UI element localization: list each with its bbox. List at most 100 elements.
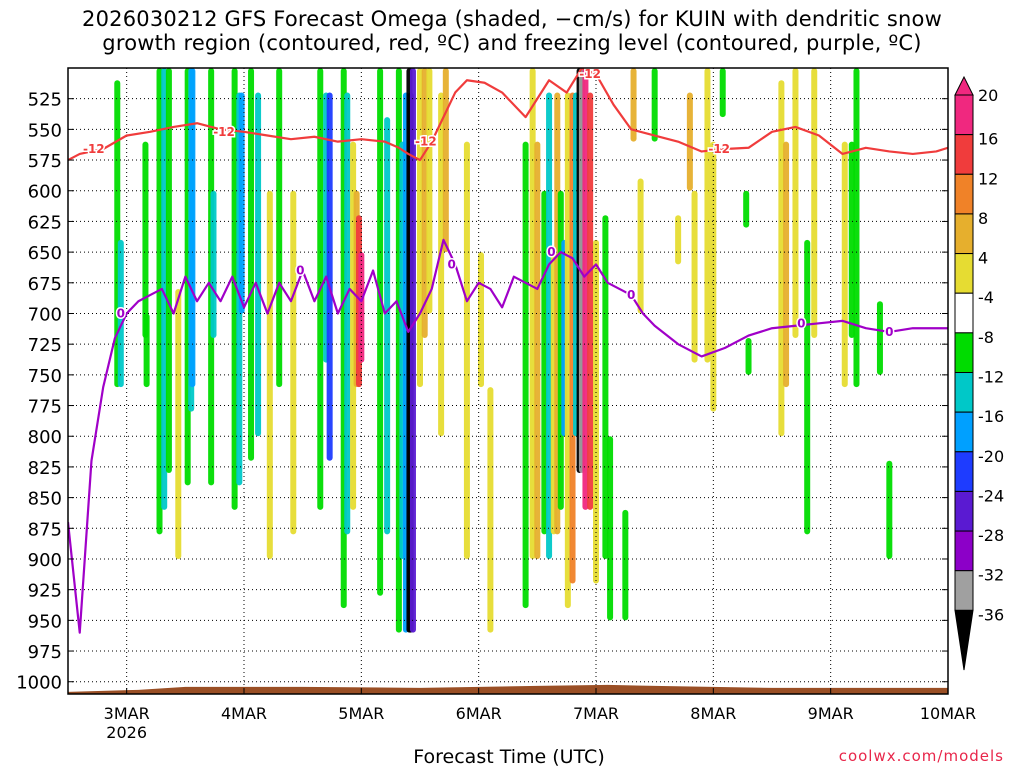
dgz-contour-label: -12 <box>415 135 437 149</box>
y-tick-label: 975 <box>28 642 62 663</box>
omega-shade-neg_8-2 <box>142 141 149 339</box>
y-tick-label: 950 <box>28 611 62 632</box>
omega-shade-neg_24-37 <box>409 68 416 633</box>
x-tick-label: 9MAR <box>808 704 854 723</box>
y-tick-label: 800 <box>28 427 62 448</box>
colorbar-tick-label: -12 <box>978 367 1004 386</box>
freezing-contour-label: 0 <box>627 288 635 302</box>
freezing-contour-label: 0 <box>797 316 805 330</box>
y-tick-label: 775 <box>28 397 62 418</box>
freezing-level-contour <box>68 238 948 634</box>
omega-shade-pos_4-62 <box>593 239 599 584</box>
terrain-fill <box>68 684 948 694</box>
x-axis-title: Forecast Time (UTC) <box>413 746 605 768</box>
omega-shade-neg_8-84 <box>853 68 860 388</box>
omega-shade-neg_8-65 <box>622 509 629 621</box>
omega-shade-neg_8-13 <box>231 68 238 510</box>
omega-shade-neg_16-10 <box>189 68 196 388</box>
omega-shade-neg_8-30 <box>377 68 384 596</box>
x-tick-label: 7MAR <box>573 704 619 723</box>
omega-shade-pos_16-61 <box>587 92 594 510</box>
omega-shade-pos_4-69 <box>675 215 682 265</box>
freezing-contour-label: 0 <box>296 264 304 278</box>
omega-shade-pos_8-42 <box>442 68 449 253</box>
colorbar-bin <box>954 94 974 136</box>
omega-shade-neg_12-50 <box>546 92 553 559</box>
omega-shade-neg_12-31 <box>384 117 391 535</box>
freezing-contour-label: 0 <box>117 306 125 320</box>
plot-area: -12 -12 -12 -12 -12 0 0 0 0 0 0 0 <box>68 67 948 694</box>
colorbar-bin <box>954 134 974 175</box>
omega-shade-pos_4-20 <box>290 190 297 535</box>
y-tick-label: 850 <box>28 489 62 510</box>
dgz-contour-label: -12 <box>579 67 601 81</box>
y-tick-label: 900 <box>28 550 62 571</box>
y-tick-label: 925 <box>28 581 62 602</box>
colorbar-tick-label: 20 <box>978 86 998 105</box>
x-tick-label: 8MAR <box>690 704 736 723</box>
colorbar-tick-label: -8 <box>978 328 994 347</box>
omega-shade-pos_8-66 <box>630 68 637 142</box>
colorbar-top-arrow <box>954 75 974 96</box>
omega-shade-neg_12-25 <box>344 92 351 535</box>
freezing-contour-label: 0 <box>448 257 456 271</box>
dgz-contour-label: -12 <box>83 142 105 156</box>
colorbar-tick-label: -28 <box>978 526 1004 545</box>
colorbar-bin <box>954 173 974 215</box>
omega-shade-neg_8-75 <box>743 190 750 228</box>
y-tick-label: 700 <box>28 304 62 325</box>
omega-shade-neg_8-74 <box>719 68 726 118</box>
omega-shade-pos_4-40 <box>426 68 433 314</box>
y-tick-label: 675 <box>28 274 62 295</box>
y-tick-label: 875 <box>28 519 62 540</box>
omega-shade-pos_4-41 <box>438 92 445 437</box>
y-tick-label: 650 <box>28 243 62 264</box>
omega-shade-neg_8-63 <box>602 215 609 559</box>
omega-shade-neg_8-68 <box>651 68 658 142</box>
omega-shade-pos_4-7 <box>175 288 182 559</box>
omega-shade-neg_12-5 <box>161 68 168 510</box>
omega-shade-neg_8-4 <box>156 68 163 535</box>
omega-shade-pos_8-48 <box>534 141 541 559</box>
omega-shade-neg_16-15 <box>238 92 245 314</box>
omega-shade-pos_4-38 <box>417 68 423 388</box>
y-tick-label: 525 <box>28 90 62 111</box>
colorbar-bin <box>954 213 974 255</box>
dgz-minus12-contour <box>68 68 948 162</box>
y-tick-label: 825 <box>28 458 62 479</box>
freezing-contour-label: 0 <box>547 245 555 259</box>
omega-shade-neg_8-64 <box>607 436 614 621</box>
colorbar-bin <box>954 530 974 572</box>
omega-shade-neg_8-3 <box>143 313 150 388</box>
omega-shade-neg_20-23 <box>326 92 333 461</box>
dgz-contour-label: -12 <box>213 125 235 139</box>
y-tick-label: 750 <box>28 366 62 387</box>
colorbar-bin <box>954 490 974 532</box>
omega-shade-neg_8-86 <box>886 460 893 559</box>
freezing-contour-label: 0 <box>885 325 893 339</box>
x-tick-label: 5MAR <box>338 704 384 723</box>
omega-shade-pos_4-67 <box>637 178 644 314</box>
colorbar-tick-label: -4 <box>978 288 994 307</box>
colorbar-tick-label: -36 <box>978 605 1004 624</box>
omega-shade-pos_4-81 <box>811 68 818 339</box>
omega-shade-neg_8-85 <box>876 301 883 375</box>
chart-title-line-1: 2026030212 GFS Forecast Omega (shaded, −… <box>82 7 942 31</box>
colorbar-tick-label: 8 <box>978 209 988 228</box>
omega-shade-pos_4-71 <box>691 190 698 363</box>
colorbar-tick-label: -32 <box>978 566 1004 585</box>
x-tick-label: 10MAR <box>920 704 976 723</box>
omega-shade-neg_8-46 <box>522 141 529 609</box>
site-credit-link[interactable]: coolwx.com/models <box>838 747 1004 765</box>
omega-shade-pos_20-29 <box>358 252 365 363</box>
colorbar-tick-label: 16 <box>978 130 998 149</box>
omega-shade-pos_4-55 <box>564 92 571 609</box>
omega-shade-neg_8-19 <box>276 68 283 388</box>
x-tick-label: 4MAR <box>221 704 267 723</box>
colorbar-bin <box>954 253 974 294</box>
y-tick-label: 575 <box>28 151 62 172</box>
dgz-contour-label: -12 <box>708 142 730 156</box>
colorbar-bin <box>954 451 974 492</box>
omega-shade-pos_4-45 <box>487 387 494 633</box>
omega-shade-pos_4-79 <box>792 68 799 339</box>
